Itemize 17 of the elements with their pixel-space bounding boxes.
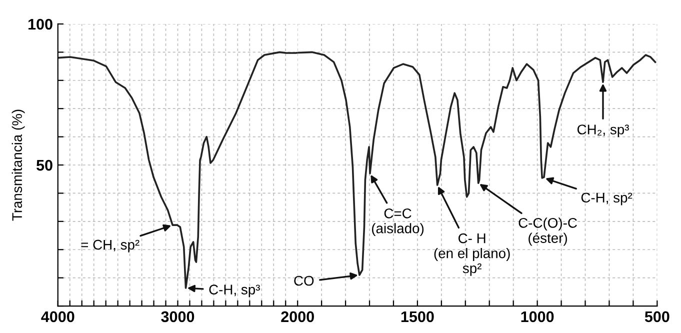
annotation: C-H, sp² <box>581 192 632 206</box>
annotation: = CH, sp² <box>81 240 140 252</box>
annotation: C=C (aislado) <box>372 208 424 236</box>
x-tick-label: 4000 <box>41 311 74 322</box>
x-tick-label: 1500 <box>401 311 434 322</box>
annotation: C-H, sp³ <box>209 284 260 298</box>
y-tick-label: 50 <box>36 160 52 171</box>
annotation: C- H (en el plano) sp² <box>434 233 510 276</box>
annotation: CH₂, sp³ <box>577 124 629 138</box>
annotation: C-C(O)-C (éster) <box>518 218 577 246</box>
y-axis-title: Transmitancia (%) <box>12 110 25 221</box>
x-tick-label: 1000 <box>521 311 554 322</box>
x-tick-label: 2000 <box>281 311 314 322</box>
x-tick-label: 500 <box>644 311 670 322</box>
y-tick-label: 100 <box>28 18 52 30</box>
x-tick-label: 3000 <box>161 311 194 322</box>
annotation: CO <box>294 276 314 286</box>
